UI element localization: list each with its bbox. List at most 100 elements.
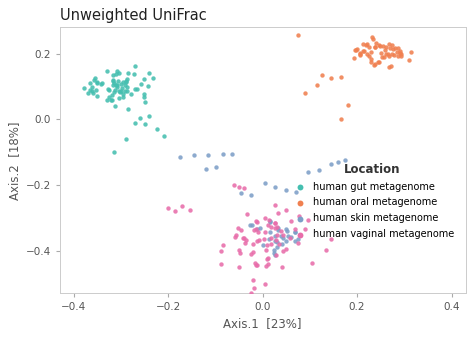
Point: [179, 204, 186, 209]
Point: [115, 88, 123, 94]
Point: [106, 88, 113, 93]
Point: [236, 264, 243, 270]
Point: [328, 161, 335, 166]
Point: [274, 211, 282, 216]
Point: [231, 182, 238, 188]
Point: [369, 34, 376, 40]
Point: [153, 126, 160, 132]
Point: [388, 42, 395, 48]
Point: [316, 168, 323, 173]
Point: [287, 234, 294, 239]
Point: [251, 261, 259, 266]
Point: [254, 229, 262, 235]
Point: [273, 252, 280, 258]
Point: [267, 241, 275, 247]
Point: [318, 72, 326, 78]
Point: [81, 86, 88, 91]
Point: [271, 248, 278, 253]
Point: [277, 233, 285, 239]
Point: [385, 41, 392, 46]
Point: [335, 159, 342, 165]
Point: [110, 80, 118, 86]
Point: [342, 158, 349, 163]
Point: [255, 237, 263, 242]
Point: [263, 242, 271, 248]
Point: [275, 242, 283, 247]
Point: [128, 91, 135, 96]
Point: [131, 86, 138, 92]
Point: [308, 260, 316, 265]
Point: [252, 263, 260, 268]
Point: [241, 240, 249, 245]
Point: [247, 192, 255, 198]
Point: [375, 59, 383, 64]
Point: [144, 83, 151, 89]
Point: [130, 71, 138, 77]
Point: [386, 45, 394, 50]
Point: [228, 151, 236, 156]
Point: [265, 217, 273, 223]
Point: [396, 48, 404, 53]
Point: [92, 87, 100, 93]
Point: [124, 71, 132, 76]
Point: [279, 248, 287, 253]
Point: [90, 77, 98, 82]
Point: [247, 291, 255, 296]
Point: [117, 81, 125, 87]
Point: [164, 205, 172, 211]
Point: [123, 89, 131, 94]
Point: [123, 79, 130, 84]
Point: [394, 53, 401, 58]
Point: [365, 44, 373, 49]
Point: [122, 136, 130, 142]
Point: [388, 51, 396, 56]
Point: [390, 52, 397, 58]
Point: [353, 46, 361, 51]
Point: [264, 255, 272, 261]
Point: [377, 50, 385, 55]
Point: [246, 222, 254, 227]
Point: [283, 187, 290, 193]
Point: [274, 225, 282, 230]
Point: [295, 240, 302, 246]
Point: [296, 214, 303, 219]
Point: [385, 64, 392, 70]
Point: [291, 229, 298, 235]
Point: [160, 133, 167, 139]
Point: [239, 235, 247, 241]
Point: [212, 164, 219, 170]
Point: [283, 246, 290, 251]
X-axis label: Axis.1  [23%]: Axis.1 [23%]: [223, 317, 302, 330]
Point: [274, 227, 282, 233]
Point: [249, 277, 257, 283]
Point: [328, 75, 335, 81]
Y-axis label: Axis.2  [18%]: Axis.2 [18%]: [9, 121, 21, 200]
Point: [356, 52, 364, 57]
Point: [363, 41, 371, 46]
Point: [291, 226, 299, 232]
Point: [263, 257, 271, 262]
Point: [286, 235, 293, 241]
Point: [236, 250, 244, 255]
Point: [191, 153, 198, 158]
Point: [271, 225, 278, 231]
Point: [273, 237, 280, 243]
Point: [262, 247, 269, 252]
Point: [250, 227, 257, 233]
Point: [268, 224, 275, 230]
Point: [114, 79, 122, 84]
Point: [176, 154, 184, 160]
Point: [253, 226, 261, 231]
Point: [109, 73, 117, 78]
Point: [248, 223, 255, 228]
Point: [282, 238, 290, 244]
Point: [367, 49, 374, 54]
Point: [261, 281, 269, 286]
Point: [381, 55, 388, 60]
Point: [301, 90, 309, 96]
Point: [262, 230, 269, 235]
Point: [107, 98, 115, 103]
Point: [387, 63, 394, 68]
Point: [273, 244, 281, 250]
Point: [146, 70, 153, 76]
